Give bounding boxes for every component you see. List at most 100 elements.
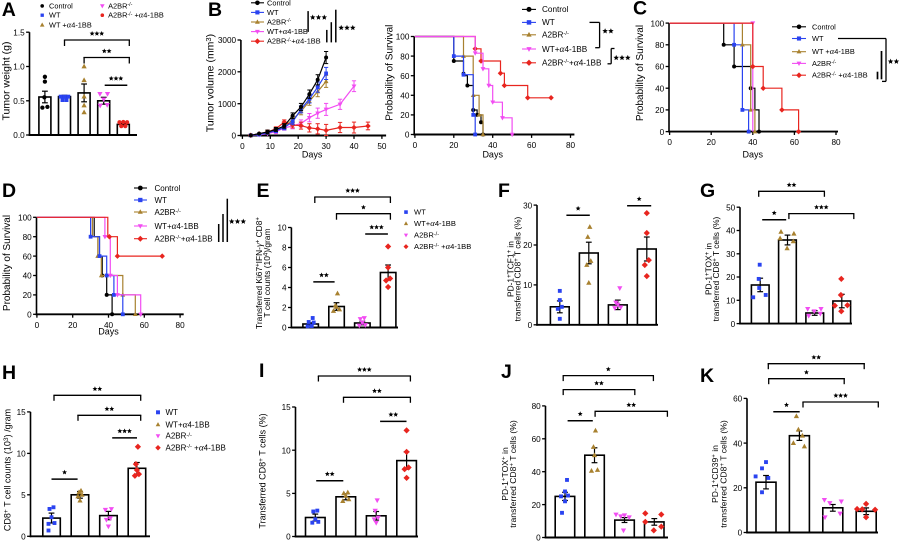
svg-text:Transferred Ki67+ IFN-γ+ CD8+: Transferred Ki67+ IFN-γ+ CD8+ [254, 217, 265, 329]
svg-text:4: 4 [282, 284, 287, 293]
svg-text:Control: Control [267, 0, 291, 7]
svg-text:15: 15 [282, 403, 292, 412]
svg-text:80: 80 [566, 141, 576, 150]
svg-text:20: 20 [707, 138, 717, 147]
svg-text:0: 0 [27, 311, 32, 320]
svg-text:2000: 2000 [218, 68, 237, 77]
svg-text:0: 0 [660, 128, 665, 137]
svg-text:40: 40 [655, 84, 665, 93]
svg-text:A2BR-/-: A2BR-/- [542, 31, 569, 40]
svg-text:80: 80 [23, 233, 33, 242]
svg-text:8: 8 [282, 244, 287, 253]
svg-text:Tumor volume (mm3 ): Tumor volume (mm3 ) [204, 34, 216, 132]
svg-text:A2BR-/-: A2BR-/- [155, 208, 181, 217]
svg-text:WT +α4-1BB: WT +α4-1BB [812, 46, 855, 56]
svg-text:50: 50 [377, 142, 387, 151]
svg-text:WT: WT [49, 11, 61, 20]
svg-text:A2BR-/-: A2BR-/- [812, 59, 837, 68]
svg-text:CD8+ T cell counts (103 ) /gr: CD8+ T cell counts (103 ) /gram [3, 409, 13, 531]
svg-text:60: 60 [400, 72, 410, 81]
svg-text:WT+α4-1BB: WT+α4-1BB [414, 218, 456, 228]
svg-text:A2BR-/- +α4-1BB: A2BR-/- +α4-1BB [414, 241, 471, 251]
svg-text:WT: WT [414, 208, 426, 217]
svg-text:G: G [700, 180, 715, 202]
svg-text:0: 0 [282, 324, 287, 333]
svg-text:A2BR-/- +α4-1BB: A2BR-/- +α4-1BB [267, 36, 321, 46]
svg-text:60: 60 [655, 63, 665, 72]
svg-text:PD-1+ CD39+ in: PD-1+ CD39+ in [710, 445, 720, 503]
svg-text:20: 20 [294, 142, 304, 151]
svg-text:0: 0 [528, 321, 533, 330]
svg-text:40: 40 [532, 468, 542, 477]
svg-text:Control: Control [49, 1, 73, 10]
svg-text:20: 20 [523, 241, 533, 250]
svg-text:C: C [633, 0, 647, 20]
svg-text:100: 100 [396, 33, 410, 42]
svg-text:transferred CD8+ T cells (%): transferred CD8+ T cells (%) [508, 420, 518, 528]
svg-text:40: 40 [349, 142, 359, 151]
svg-text:60: 60 [733, 395, 743, 404]
svg-text:Probability of Survival: Probability of Survival [635, 25, 646, 121]
svg-text:transferred CD8+ T cells (%): transferred CD8+ T cells (%) [512, 216, 522, 321]
svg-text:0: 0 [286, 533, 291, 542]
svg-text:WT: WT [155, 196, 168, 205]
svg-text:5: 5 [286, 490, 291, 499]
svg-text:transferred CD8+ T cells (%): transferred CD8+ T cells (%) [718, 420, 728, 528]
svg-text:WT+α4-1BB: WT+α4-1BB [542, 45, 588, 55]
svg-text:Probability of Survival: Probability of Survival [384, 25, 395, 121]
svg-text:20: 20 [23, 291, 33, 300]
svg-text:0: 0 [405, 131, 410, 140]
svg-text:0: 0 [240, 142, 245, 151]
svg-text:2: 2 [282, 304, 287, 313]
svg-text:A2BR-/-: A2BR-/- [166, 432, 192, 441]
svg-text:Transferred CD8+ T cells (%): Transferred CD8+ T cells (%) [258, 413, 268, 528]
svg-text:0: 0 [21, 533, 26, 542]
svg-text:80: 80 [831, 138, 841, 147]
svg-text:10: 10 [282, 446, 292, 455]
svg-text:H: H [2, 362, 16, 384]
svg-text:3000: 3000 [218, 36, 237, 45]
svg-text:60: 60 [527, 141, 537, 150]
svg-text:60: 60 [140, 321, 150, 330]
svg-text:PD-1+ TOX+ in: PD-1+ TOX+ in [500, 447, 510, 501]
svg-text:A2BR-/- +α4-1BB: A2BR-/- +α4-1BB [542, 59, 602, 69]
svg-text:A2BR-/-: A2BR-/- [108, 1, 133, 10]
svg-text:6: 6 [282, 264, 287, 273]
svg-text:WT: WT [812, 34, 824, 43]
svg-text:0: 0 [413, 141, 418, 150]
svg-text:I: I [259, 360, 264, 382]
svg-text:10: 10 [266, 142, 276, 151]
svg-text:0: 0 [667, 138, 672, 147]
svg-text:B: B [208, 0, 222, 21]
svg-text:20: 20 [726, 273, 736, 282]
svg-text:F: F [498, 180, 510, 202]
svg-text:0: 0 [536, 534, 541, 542]
svg-text:E: E [257, 180, 270, 202]
svg-text:WT: WT [166, 408, 179, 417]
svg-text:1.0: 1.0 [13, 63, 25, 72]
svg-text:100: 100 [18, 214, 32, 223]
svg-text:A2BR-/-: A2BR-/- [414, 231, 439, 240]
svg-text:A2BR-/- +α4-1BB: A2BR-/- +α4-1BB [812, 70, 868, 80]
svg-text:A2BR-/- +α4-1BB: A2BR-/- +α4-1BB [108, 10, 164, 20]
svg-text:80: 80 [400, 52, 410, 61]
svg-text:WT +α4-1BB: WT +α4-1BB [49, 20, 92, 30]
svg-text:0: 0 [35, 321, 40, 330]
svg-text:40: 40 [733, 439, 743, 448]
svg-text:10: 10 [17, 450, 27, 459]
svg-text:10: 10 [726, 297, 736, 306]
svg-text:PD-1+ TOX+ in: PD-1+ TOX+ in [703, 243, 713, 295]
svg-text:J: J [501, 361, 512, 383]
svg-text:WT: WT [267, 8, 279, 17]
svg-text:Control: Control [542, 5, 569, 14]
svg-text:Tumor weight (g): Tumor weight (g) [1, 42, 13, 121]
svg-text:A2BR-/-: A2BR-/- [267, 18, 292, 27]
svg-text:60: 60 [23, 252, 33, 261]
svg-text:0: 0 [738, 529, 743, 538]
svg-text:20: 20 [733, 484, 743, 493]
svg-text:D: D [2, 180, 16, 202]
svg-text:0.5: 0.5 [13, 97, 25, 106]
svg-text:A: A [2, 0, 16, 21]
svg-text:0: 0 [232, 132, 237, 141]
svg-text:30: 30 [726, 250, 736, 259]
